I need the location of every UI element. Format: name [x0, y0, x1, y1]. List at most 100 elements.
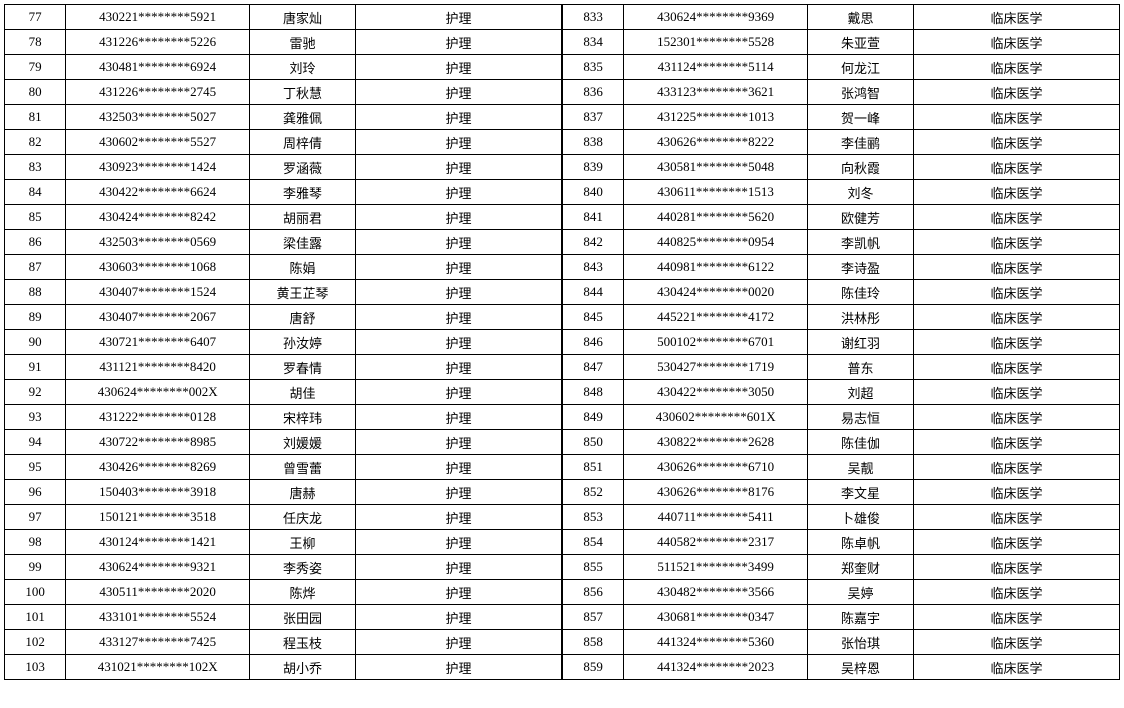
name-cell: 向秋霞	[808, 155, 914, 180]
sequence-cell: 84	[5, 180, 66, 205]
table-row: 834152301********5528朱亚萱临床医学	[563, 30, 1120, 55]
table-row: 839430581********5048向秋霞临床医学	[563, 155, 1120, 180]
table-row: 92430624********002X胡佳护理	[5, 380, 562, 405]
name-cell: 宋梓玮	[250, 405, 356, 430]
major-cell: 临床医学	[913, 555, 1119, 580]
id-cell: 530427********1719	[624, 355, 808, 380]
table-row: 846500102********6701谢红羽临床医学	[563, 330, 1120, 355]
id-cell: 430722********8985	[66, 430, 250, 455]
table-row: 836433123********3621张鸿智临床医学	[563, 80, 1120, 105]
table-row: 98430124********1421王柳护理	[5, 530, 562, 555]
table-row: 844430424********0020陈佳玲临床医学	[563, 280, 1120, 305]
name-cell: 谢红羽	[808, 330, 914, 355]
name-cell: 郑奎财	[808, 555, 914, 580]
sequence-cell: 843	[563, 255, 624, 280]
id-cell: 433101********5524	[66, 605, 250, 630]
table-row: 83430923********1424罗涵薇护理	[5, 155, 562, 180]
sequence-cell: 103	[5, 655, 66, 680]
major-cell: 护理	[355, 230, 561, 255]
name-cell: 龚雅佩	[250, 105, 356, 130]
major-cell: 护理	[355, 180, 561, 205]
sequence-cell: 94	[5, 430, 66, 455]
sequence-cell: 838	[563, 130, 624, 155]
major-cell: 临床医学	[913, 455, 1119, 480]
name-cell: 罗春情	[250, 355, 356, 380]
major-cell: 护理	[355, 380, 561, 405]
id-cell: 431021********102X	[66, 655, 250, 680]
sequence-cell: 97	[5, 505, 66, 530]
id-cell: 430424********0020	[624, 280, 808, 305]
id-cell: 430511********2020	[66, 580, 250, 605]
sequence-cell: 96	[5, 480, 66, 505]
table-row: 81432503********5027龚雅佩护理	[5, 105, 562, 130]
name-cell: 易志恒	[808, 405, 914, 430]
sequence-cell: 853	[563, 505, 624, 530]
id-cell: 430721********6407	[66, 330, 250, 355]
table-row: 853440711********5411卜雄俊临床医学	[563, 505, 1120, 530]
name-cell: 黄王芷琴	[250, 280, 356, 305]
table-row: 77430221********5921唐家灿护理	[5, 5, 562, 30]
major-cell: 临床医学	[913, 530, 1119, 555]
id-cell: 500102********6701	[624, 330, 808, 355]
table-row: 84430422********6624李雅琴护理	[5, 180, 562, 205]
name-cell: 唐家灿	[250, 5, 356, 30]
table-row: 82430602********5527周梓倩护理	[5, 130, 562, 155]
sequence-cell: 102	[5, 630, 66, 655]
id-cell: 430424********8242	[66, 205, 250, 230]
table-row: 859441324********2023吴梓恩临床医学	[563, 655, 1120, 680]
id-cell: 430822********2628	[624, 430, 808, 455]
id-cell: 511521********3499	[624, 555, 808, 580]
major-cell: 护理	[355, 505, 561, 530]
table-row: 91431121********8420罗春情护理	[5, 355, 562, 380]
name-cell: 程玉枝	[250, 630, 356, 655]
sequence-cell: 855	[563, 555, 624, 580]
name-cell: 普东	[808, 355, 914, 380]
sequence-cell: 847	[563, 355, 624, 380]
major-cell: 护理	[355, 630, 561, 655]
sequence-cell: 844	[563, 280, 624, 305]
sequence-cell: 859	[563, 655, 624, 680]
table-row: 86432503********0569梁佳露护理	[5, 230, 562, 255]
id-cell: 440582********2317	[624, 530, 808, 555]
major-cell: 护理	[355, 305, 561, 330]
sequence-cell: 850	[563, 430, 624, 455]
table-row: 842440825********0954李凯帆临床医学	[563, 230, 1120, 255]
name-cell: 胡丽君	[250, 205, 356, 230]
name-cell: 何龙江	[808, 55, 914, 80]
sequence-cell: 95	[5, 455, 66, 480]
table-row: 835431124********5114何龙江临床医学	[563, 55, 1120, 80]
major-cell: 护理	[355, 530, 561, 555]
name-cell: 李秀姿	[250, 555, 356, 580]
name-cell: 陈娟	[250, 255, 356, 280]
sequence-cell: 90	[5, 330, 66, 355]
major-cell: 临床医学	[913, 380, 1119, 405]
major-cell: 护理	[355, 30, 561, 55]
major-cell: 护理	[355, 80, 561, 105]
major-cell: 护理	[355, 5, 561, 30]
major-cell: 护理	[355, 355, 561, 380]
id-cell: 430407********1524	[66, 280, 250, 305]
name-cell: 张怡琪	[808, 630, 914, 655]
major-cell: 护理	[355, 130, 561, 155]
major-cell: 临床医学	[913, 55, 1119, 80]
id-cell: 430124********1421	[66, 530, 250, 555]
id-cell: 430626********6710	[624, 455, 808, 480]
sequence-cell: 842	[563, 230, 624, 255]
table-row: 852430626********8176李文星临床医学	[563, 480, 1120, 505]
name-cell: 贺一峰	[808, 105, 914, 130]
name-cell: 李凯帆	[808, 230, 914, 255]
major-cell: 临床医学	[913, 280, 1119, 305]
major-cell: 护理	[355, 105, 561, 130]
name-cell: 戴思	[808, 5, 914, 30]
sequence-cell: 81	[5, 105, 66, 130]
name-cell: 朱亚萱	[808, 30, 914, 55]
name-cell: 唐赫	[250, 480, 356, 505]
id-cell: 433123********3621	[624, 80, 808, 105]
sequence-cell: 856	[563, 580, 624, 605]
table-row: 840430611********1513刘冬临床医学	[563, 180, 1120, 205]
major-cell: 临床医学	[913, 630, 1119, 655]
table-row: 102433127********7425程玉枝护理	[5, 630, 562, 655]
major-cell: 临床医学	[913, 80, 1119, 105]
major-cell: 护理	[355, 655, 561, 680]
sequence-cell: 852	[563, 480, 624, 505]
